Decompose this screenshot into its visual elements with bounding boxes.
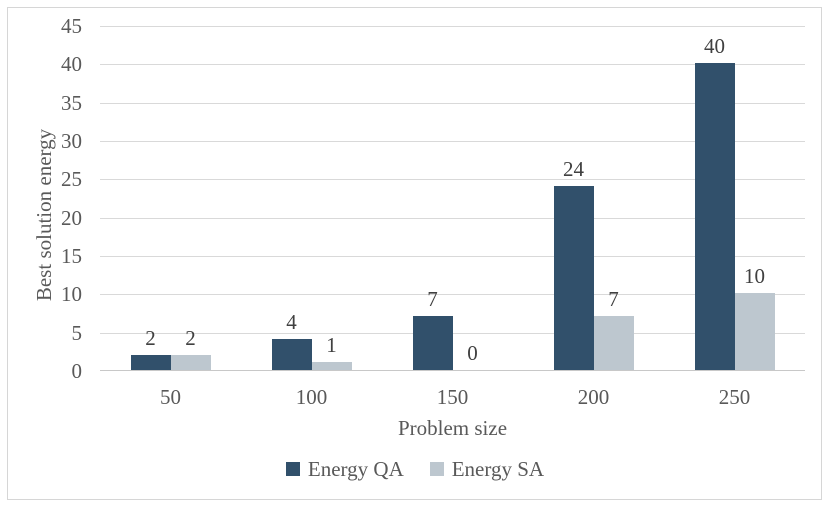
legend-label-energy-sa: Energy SA xyxy=(451,457,545,481)
y-tick-label-40: 40 xyxy=(61,52,82,77)
data-label-energy-sa-250: 10 xyxy=(744,264,765,289)
bar-energy-sa-100 xyxy=(311,362,352,370)
data-label-energy-qa-250: 40 xyxy=(704,34,725,59)
data-label-energy-sa-150: 0 xyxy=(467,341,478,365)
legend-swatch-energy-qa xyxy=(285,462,300,476)
gridline-y-35 xyxy=(100,102,805,104)
gridline-y-10 xyxy=(100,294,805,296)
bar-energy-sa-250 xyxy=(734,293,775,370)
y-tick-label-35: 35 xyxy=(61,90,82,115)
legend-label-energy-qa: Energy QA xyxy=(307,457,404,481)
bar-energy-qa-100 xyxy=(271,339,312,370)
y-tick-label-25: 25 xyxy=(61,167,82,192)
data-label-energy-qa-150: 7 xyxy=(427,287,438,312)
data-label-energy-qa-100: 4 xyxy=(286,310,297,335)
y-tick-label-20: 20 xyxy=(61,205,82,230)
x-axis-line xyxy=(100,370,805,371)
legend: Energy QA Energy SA xyxy=(0,457,830,481)
data-label-energy-sa-50: 2 xyxy=(185,325,196,350)
x-tick-label-250: 250 xyxy=(718,385,751,409)
gridline-y-40 xyxy=(100,64,805,66)
x-tick-label-50: 50 xyxy=(160,385,181,409)
y-tick-label-45: 45 xyxy=(61,14,82,38)
legend-item-energy-sa: Energy SA xyxy=(429,457,545,481)
data-label-energy-sa-100: 1 xyxy=(326,333,337,358)
x-tick-label-100: 100 xyxy=(295,385,328,409)
x-axis-title: Problem size xyxy=(397,416,508,440)
legend-swatch-energy-sa xyxy=(429,462,444,476)
gridline-y-30 xyxy=(100,141,805,142)
bar-energy-qa-250 xyxy=(694,63,735,370)
data-label-energy-qa-200: 24 xyxy=(563,157,584,181)
gridline-y-5 xyxy=(100,332,805,334)
y-tick-label-30: 30 xyxy=(61,129,82,153)
x-tick-label-150: 150 xyxy=(436,385,469,409)
bar-energy-qa-150 xyxy=(412,316,453,370)
bar-energy-sa-200 xyxy=(593,316,634,370)
legend-item-energy-qa: Energy QA xyxy=(285,457,404,481)
y-tick-label-0: 0 xyxy=(71,359,83,383)
gridline-y-25 xyxy=(100,179,805,181)
gridline-y-45 xyxy=(100,26,805,27)
y-tick-label-5: 5 xyxy=(71,320,83,345)
bar-energy-qa-200 xyxy=(553,186,594,370)
data-label-energy-qa-50: 2 xyxy=(145,325,156,350)
gridline-y-20 xyxy=(100,217,805,219)
y-tick-label-15: 15 xyxy=(61,244,82,268)
data-label-energy-sa-200: 7 xyxy=(608,287,619,312)
x-tick-label-200: 200 xyxy=(577,385,610,409)
plot-area: 2 2 4 1 7 0 24 7 40 10 xyxy=(100,26,805,371)
bar-energy-qa-50 xyxy=(130,354,171,370)
y-tick-label-10: 10 xyxy=(61,282,82,307)
gridline-y-15 xyxy=(100,256,805,257)
bar-energy-sa-50 xyxy=(170,354,211,370)
